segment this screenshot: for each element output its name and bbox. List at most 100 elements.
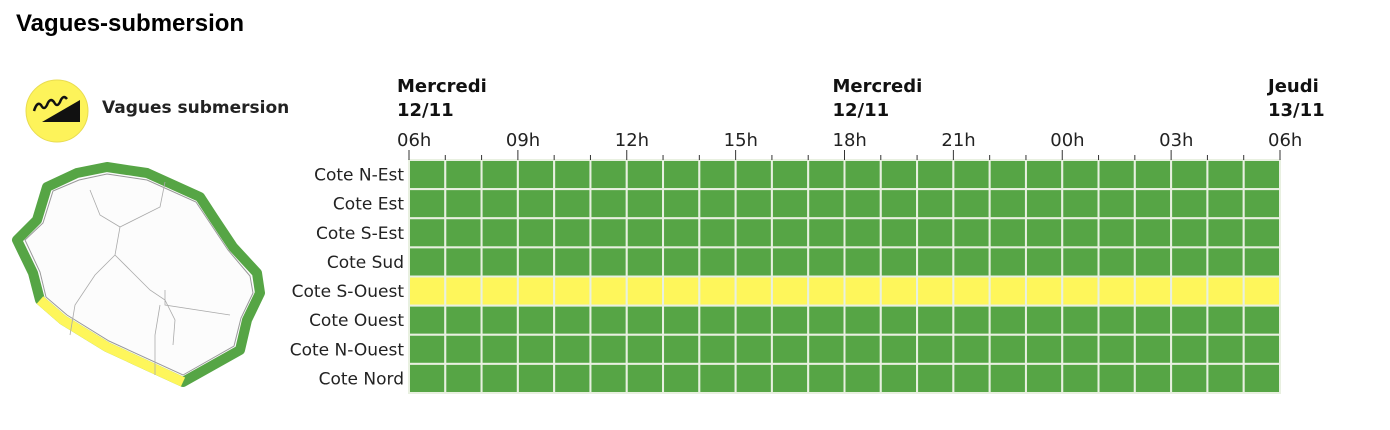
x-tick-label: 18h	[833, 130, 867, 151]
cell-green	[1242, 217, 1282, 249]
cell-green	[1061, 304, 1100, 336]
cell-green	[553, 304, 592, 336]
cell-green	[553, 333, 592, 365]
cell-green	[1170, 217, 1209, 249]
cell-green	[952, 333, 991, 365]
cell-yellow	[698, 275, 737, 307]
cell-green	[408, 159, 447, 191]
cell-yellow	[1170, 275, 1209, 307]
cell-green	[1170, 362, 1209, 394]
cell-green	[988, 333, 1027, 365]
cell-green	[662, 362, 701, 394]
cell-yellow	[408, 275, 447, 307]
cell-green	[662, 217, 701, 249]
cell-green	[1242, 304, 1282, 336]
cell-green	[1133, 159, 1173, 191]
waves-submersion-icon	[25, 79, 89, 143]
cell-green	[952, 362, 991, 394]
cell-yellow	[952, 275, 991, 307]
cell-green	[1170, 188, 1209, 220]
day-header-date: 13/11	[1268, 100, 1325, 121]
cell-green	[625, 217, 665, 249]
cell-green	[879, 333, 919, 365]
cell-green	[1133, 246, 1173, 278]
cell-green	[916, 159, 955, 191]
cell-green	[625, 246, 665, 278]
cell-green	[988, 217, 1027, 249]
coast-sud-ouest-segment	[36, 296, 186, 387]
cell-green	[589, 333, 628, 365]
cell-green	[988, 188, 1027, 220]
cell-green	[516, 333, 556, 365]
cell-green	[698, 188, 737, 220]
cell-green	[480, 304, 519, 336]
cell-green	[1097, 362, 1136, 394]
cell-green	[1061, 246, 1100, 278]
cell-green	[1024, 362, 1064, 394]
cell-yellow	[734, 275, 773, 307]
day-header-date: 12/11	[833, 100, 890, 121]
cell-yellow	[1061, 275, 1100, 307]
cell-green	[1097, 246, 1136, 278]
day-header-name: Mercredi	[833, 76, 923, 97]
cell-green	[916, 304, 955, 336]
cell-green	[553, 217, 592, 249]
row-label: Cote Nord	[319, 369, 404, 389]
cell-green	[408, 333, 447, 365]
cell-green	[843, 188, 882, 220]
cell-green	[408, 188, 447, 220]
cell-yellow	[916, 275, 955, 307]
cell-green	[553, 246, 592, 278]
cell-green	[698, 217, 737, 249]
row-label: Cote Sud	[327, 253, 404, 273]
cell-green	[625, 159, 665, 191]
cell-green	[843, 246, 882, 278]
cell-green	[444, 333, 483, 365]
cell-yellow	[879, 275, 919, 307]
day-header-name: Jeudi	[1266, 76, 1319, 97]
cell-green	[770, 304, 810, 336]
cell-green	[1170, 304, 1209, 336]
cell-green	[444, 246, 483, 278]
cell-green	[1242, 188, 1282, 220]
cell-green	[589, 159, 628, 191]
cell-green	[553, 362, 592, 394]
cell-green	[1133, 362, 1173, 394]
x-tick-label: 06h	[1268, 130, 1302, 151]
x-tick-label: 15h	[724, 130, 758, 151]
cell-green	[952, 159, 991, 191]
cell-green	[1133, 304, 1173, 336]
cell-green	[879, 188, 919, 220]
cell-green	[408, 362, 447, 394]
cell-green	[516, 246, 556, 278]
cell-green	[1206, 333, 1245, 365]
cell-green	[1206, 159, 1245, 191]
cell-green	[553, 159, 592, 191]
cell-green	[734, 304, 773, 336]
cell-green	[1024, 159, 1064, 191]
cell-yellow	[553, 275, 592, 307]
cell-green	[807, 333, 846, 365]
cell-green	[770, 188, 810, 220]
cell-green	[1206, 217, 1245, 249]
cell-green	[698, 333, 737, 365]
cell-green	[1024, 246, 1064, 278]
cell-green	[843, 362, 882, 394]
cell-green	[1097, 304, 1136, 336]
cell-green	[988, 159, 1027, 191]
x-tick-label: 06h	[397, 130, 431, 151]
cell-green	[1024, 217, 1064, 249]
cell-yellow	[589, 275, 628, 307]
cell-yellow	[1024, 275, 1064, 307]
cell-green	[988, 304, 1027, 336]
cell-green	[480, 333, 519, 365]
cell-green	[625, 362, 665, 394]
reunion-map	[12, 162, 265, 387]
cell-green	[734, 246, 773, 278]
row-label: Cote S-Est	[316, 224, 404, 244]
cell-green	[879, 304, 919, 336]
row-label: Cote N-Est	[314, 166, 404, 186]
cell-green	[1024, 188, 1064, 220]
cell-green	[516, 159, 556, 191]
cell-green	[1170, 246, 1209, 278]
